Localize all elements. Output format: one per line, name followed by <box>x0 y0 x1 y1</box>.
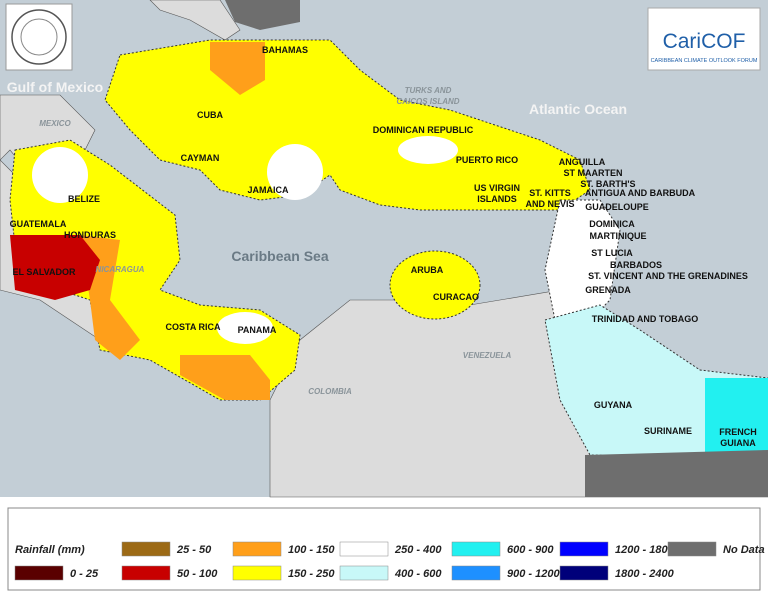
legend-label: 1800 - 2400 <box>615 568 675 580</box>
place-labels: BAHAMAS CUBA CAYMAN JAMAICA DOMINICAN REPUBL… <box>10 45 757 448</box>
legend-swatch <box>451 541 501 557</box>
legend-swatch <box>339 565 389 581</box>
place-label: ANGUILLA <box>559 157 606 167</box>
place-label: US VIRGIN <box>474 183 520 193</box>
logo-subtitle: CARIBBEAN CLIMATE OUTLOOK FORUM <box>651 58 758 64</box>
region-label: COLOMBIA <box>308 387 352 396</box>
water-label: Caribbean Sea <box>231 248 328 264</box>
logo-caricof: CariCOF CARIBBEAN CLIMATE OUTLOOK FORUM <box>647 7 761 71</box>
rainfall-zones <box>9 0 768 497</box>
water-label: Atlantic Ocean <box>529 101 627 117</box>
place-label: ARUBA <box>411 265 444 275</box>
legend-label: 25 - 50 <box>176 544 212 556</box>
place-label: ST. KITTS <box>529 188 571 198</box>
place-label: MARTINIQUE <box>590 231 647 241</box>
legend-swatch <box>667 541 717 557</box>
place-label: ANTIGUA AND BARBUDA <box>585 188 696 198</box>
place-label: PANAMA <box>238 325 277 335</box>
place-label: HONDURAS <box>64 230 116 240</box>
legend-swatch <box>451 565 501 581</box>
region-labels: MEXICO TURKS AND CAICOS ISLAND NICARAGUA VEN… <box>39 86 511 396</box>
water-label: Gulf of Mexico <box>7 79 103 95</box>
place-label: GUYANA <box>594 400 633 410</box>
place-label: CAYMAN <box>181 153 220 163</box>
region-label: MEXICO <box>39 119 71 128</box>
legend-label: 250 - 400 <box>394 544 442 556</box>
legend-swatch <box>339 541 389 557</box>
place-label: BAHAMAS <box>262 45 308 55</box>
legend-label: 1200 - 1800 <box>615 544 675 556</box>
legend-label: 100 - 150 <box>288 544 335 556</box>
logo-name: CariCOF <box>663 30 746 53</box>
legend-swatch <box>559 565 609 581</box>
place-label: ST. BARTH'S <box>580 179 635 189</box>
region-label: CAICOS ISLAND <box>396 97 459 106</box>
place-label: DOMINICA <box>589 219 635 229</box>
region-label: NICARAGUA <box>96 265 145 274</box>
place-label: ST. VINCENT AND THE GRENADINES <box>588 271 748 281</box>
logo-left <box>5 3 73 71</box>
region-label: TURKS AND <box>405 86 452 95</box>
place-label: ST MAARTEN <box>564 168 623 178</box>
legend-label: 0 - 25 <box>70 568 99 580</box>
place-label: GUATEMALA <box>10 219 67 229</box>
legend-label: 600 - 900 <box>507 544 554 556</box>
place-label: CUBA <box>197 110 223 120</box>
place-label: PUERTO RICO <box>456 155 518 165</box>
place-label: DOMINICAN REPUBLIC <box>373 125 474 135</box>
legend-swatch <box>559 541 609 557</box>
legend-label: 400 - 600 <box>394 568 442 580</box>
place-label: EL SALVADOR <box>12 267 76 277</box>
legend-label: 150 - 250 <box>288 568 335 580</box>
place-label: FRENCH <box>719 427 757 437</box>
legend-label: 50 - 100 <box>177 568 218 580</box>
place-label: CURACAO <box>433 292 479 302</box>
place-label: GUIANA <box>720 438 756 448</box>
place-label: BELIZE <box>68 194 100 204</box>
legend-swatch <box>232 565 282 581</box>
region-label: VENEZUELA <box>463 351 512 360</box>
legend-label: No Data <box>723 544 765 556</box>
place-label: AND NEVIS <box>525 199 574 209</box>
place-label: GUADELOUPE <box>585 202 649 212</box>
place-label: JAMAICA <box>247 185 289 195</box>
place-label: TRINIDAD AND TOBAGO <box>592 314 699 324</box>
place-label: COSTA RICA <box>166 322 221 332</box>
legend-swatch <box>232 541 282 557</box>
place-label: BARBADOS <box>610 260 662 270</box>
place-label: ISLANDS <box>477 194 517 204</box>
legend: 0 - 25 25 - 50 50 - 100 100 - 150 150 - 250 2… <box>14 541 765 581</box>
place-label: SURINAME <box>644 426 692 436</box>
place-label: ST LUCIA <box>591 248 633 258</box>
legend-swatch <box>14 565 64 581</box>
legend-swatch <box>121 565 171 581</box>
legend-title: Rainfall (mm) <box>15 544 85 556</box>
legend-label: 900 - 1200 <box>507 568 560 580</box>
legend-swatch <box>121 541 171 557</box>
place-label: GRENADA <box>585 285 631 295</box>
